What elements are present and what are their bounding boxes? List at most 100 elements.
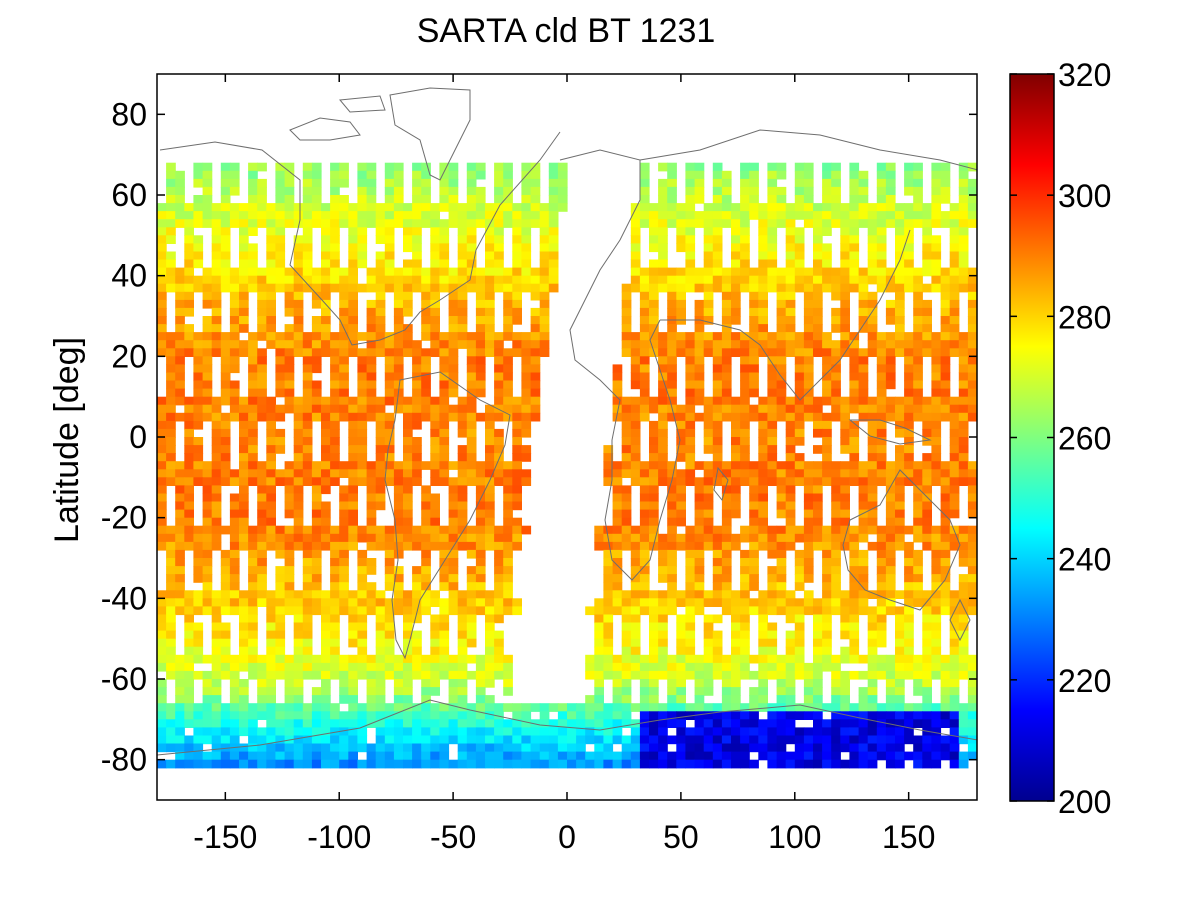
heatmap-cell — [348, 598, 358, 607]
heatmap-cell — [867, 243, 878, 253]
heatmap-cell — [740, 525, 750, 535]
heatmap-cell — [184, 622, 194, 632]
heatmap-cell — [685, 332, 696, 341]
heatmap-cell — [630, 606, 641, 616]
heatmap-cell — [603, 461, 614, 470]
heatmap-cell — [403, 299, 413, 309]
heatmap-cell — [649, 332, 659, 341]
heatmap-cell — [794, 759, 805, 769]
heatmap-cell — [521, 340, 532, 349]
heatmap-cell — [503, 679, 513, 688]
heatmap-cell — [639, 340, 650, 349]
heatmap-cell — [157, 235, 167, 244]
heatmap-cell — [348, 670, 358, 680]
heatmap-cell — [557, 170, 568, 180]
heatmap-cell — [539, 211, 550, 220]
heatmap-cell — [448, 687, 459, 696]
heatmap-cell — [694, 493, 705, 503]
heatmap-cell — [239, 654, 249, 664]
heatmap-cell — [293, 670, 304, 680]
heatmap-cell — [275, 178, 286, 188]
heatmap-cell — [184, 630, 194, 640]
heatmap-cell — [366, 477, 377, 486]
heatmap-cell — [776, 364, 787, 374]
heatmap-cell — [740, 759, 750, 769]
heatmap-cell — [211, 727, 222, 737]
heatmap-cell — [330, 404, 340, 414]
heatmap-cell — [904, 211, 914, 220]
heatmap-cell — [658, 332, 668, 341]
heatmap-cell — [175, 307, 185, 317]
heatmap-cell — [202, 582, 213, 591]
heatmap-cell — [630, 638, 641, 648]
heatmap-cell — [803, 606, 814, 616]
heatmap-cell — [958, 170, 969, 180]
heatmap-cell — [494, 380, 504, 390]
heatmap-cell — [266, 420, 276, 430]
heatmap-cell — [676, 404, 686, 414]
heatmap-cell — [913, 485, 923, 495]
heatmap-cell — [439, 646, 450, 656]
heatmap-cell — [721, 703, 732, 712]
heatmap-cell — [694, 219, 705, 228]
heatmap-cell — [813, 259, 823, 269]
heatmap-cell — [193, 541, 204, 551]
heatmap-cell — [758, 291, 768, 301]
heatmap-cell — [548, 219, 559, 228]
heatmap-cell — [776, 687, 787, 696]
heatmap-cell — [403, 211, 413, 220]
heatmap-cell — [740, 711, 750, 720]
heatmap-cell — [785, 606, 796, 616]
heatmap-cell — [803, 735, 814, 745]
heatmap-cell — [494, 396, 504, 406]
heatmap-cell — [494, 751, 504, 761]
heatmap-cell — [703, 719, 714, 728]
heatmap-cell — [712, 566, 723, 575]
heatmap-cell — [403, 711, 413, 720]
heatmap-cell — [375, 493, 386, 503]
heatmap-cell — [403, 259, 413, 269]
heatmap-cell — [958, 219, 969, 228]
heatmap-cell — [557, 735, 568, 745]
heatmap-cell — [494, 275, 504, 285]
heatmap-cell — [731, 679, 741, 688]
heatmap-cell — [412, 356, 422, 365]
heatmap-cell — [503, 283, 513, 293]
heatmap-cell — [193, 525, 204, 535]
heatmap-cell — [521, 203, 532, 212]
heatmap-cell — [275, 533, 286, 543]
heatmap-cell — [375, 751, 386, 761]
heatmap-cell — [712, 178, 723, 188]
heatmap-cell — [466, 638, 477, 648]
heatmap-cell — [794, 243, 805, 253]
heatmap-cell — [475, 711, 486, 720]
heatmap-cell — [630, 646, 641, 656]
heatmap-cell — [967, 178, 977, 188]
heatmap-cell — [767, 630, 778, 640]
heatmap-cell — [284, 695, 295, 704]
heatmap-cell — [248, 582, 258, 591]
heatmap-cell — [166, 743, 176, 753]
heatmap-cell — [339, 348, 349, 357]
heatmap-cell — [876, 243, 887, 253]
heatmap-cell — [184, 332, 194, 341]
heatmap-cell — [776, 203, 787, 212]
heatmap-cell — [293, 719, 304, 728]
heatmap-cell — [913, 412, 923, 422]
heatmap-cell — [749, 275, 759, 285]
heatmap-cell — [721, 195, 732, 204]
heatmap-cell — [248, 219, 258, 228]
heatmap-cell — [430, 670, 440, 680]
heatmap-cell — [512, 307, 522, 317]
heatmap-cell — [849, 541, 860, 551]
heatmap-cell — [876, 420, 887, 430]
heatmap-cell — [940, 582, 951, 591]
heatmap-cell — [567, 735, 577, 745]
heatmap-cell — [776, 606, 787, 616]
heatmap-cell — [239, 590, 249, 599]
heatmap-cell — [639, 558, 650, 567]
heatmap-cell — [421, 493, 431, 503]
heatmap-cell — [740, 364, 750, 374]
heatmap-cell — [494, 703, 504, 712]
heatmap-cell — [676, 412, 686, 422]
